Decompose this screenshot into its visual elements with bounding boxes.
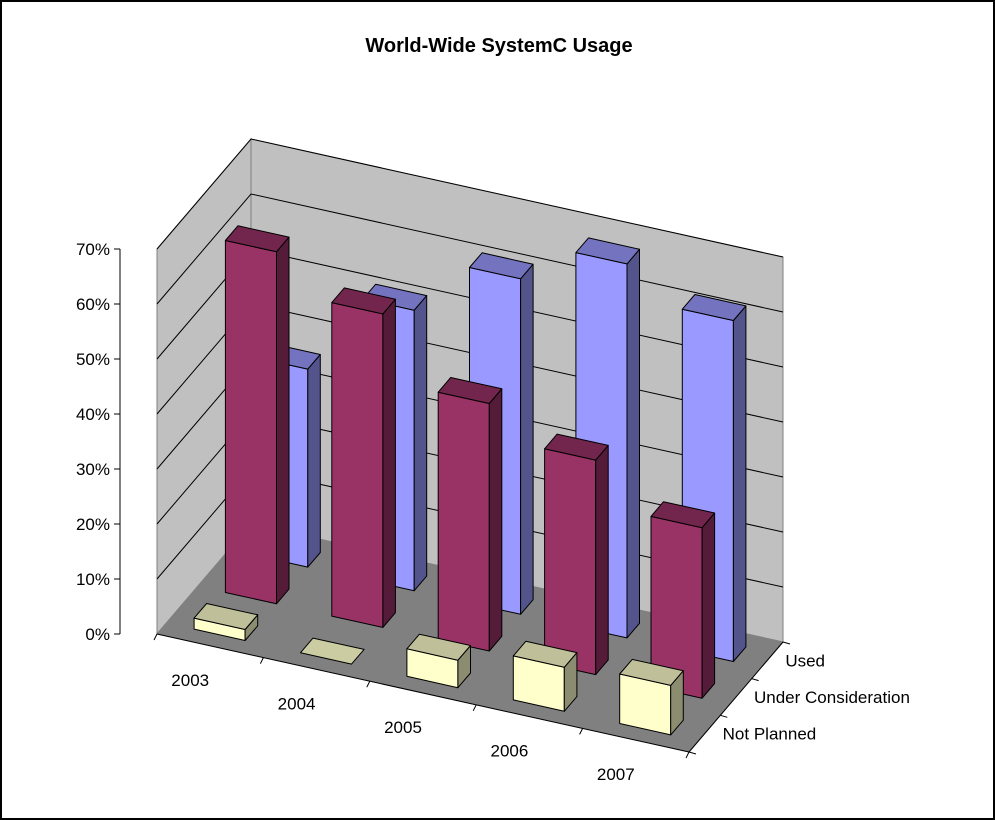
x-tick (153, 633, 158, 641)
z-tick (751, 678, 759, 682)
bar-side-face (488, 388, 503, 652)
bar (619, 658, 684, 736)
x-tick (579, 728, 584, 735)
bar-side-face (595, 444, 609, 676)
bar-side-face (413, 295, 428, 592)
x-tick-label: 2003 (171, 671, 209, 690)
bar-top-face (437, 377, 503, 404)
bar-front-face (437, 391, 490, 652)
gridline (156, 138, 784, 258)
z-tick-label: Used (785, 651, 825, 670)
x-tick-label: 2007 (597, 765, 635, 784)
bar-front-face (331, 302, 384, 628)
bar-side-face (382, 298, 396, 628)
bar-side-face (732, 305, 747, 662)
x-tick (366, 680, 371, 688)
chart-title: World-Wide SystemC Usage (365, 35, 632, 57)
bar-top-face (469, 252, 534, 280)
bar (224, 225, 290, 605)
bar-top-face (331, 287, 396, 315)
x-tick-label: 2006 (490, 742, 528, 761)
bar (437, 377, 503, 652)
bar (650, 501, 716, 699)
bar-top-face (512, 640, 578, 668)
bar (300, 637, 365, 665)
bar-top-face (224, 225, 290, 253)
bar (193, 603, 259, 641)
x-tick (472, 704, 477, 712)
x-tick-label: 2005 (384, 718, 422, 737)
bar-top-face (619, 658, 684, 686)
bar (406, 633, 471, 689)
bar-side-face (307, 354, 321, 568)
y-tick-label: 0% (85, 625, 110, 644)
bar-side-face (276, 236, 290, 605)
bar-front-face (224, 240, 277, 605)
z-tick (688, 751, 697, 755)
z-tick (782, 641, 791, 645)
y-tick-label: 20% (76, 515, 110, 534)
bar (512, 640, 578, 712)
bar-side-face (626, 248, 640, 639)
y-tick-label: 40% (76, 405, 110, 424)
bar-top-face (362, 283, 428, 311)
x-tick-label: 2004 (278, 694, 316, 713)
x-axis-line (156, 633, 690, 753)
bar-top-face (300, 637, 365, 665)
bar (544, 433, 609, 676)
bar-front-face (544, 448, 597, 676)
y-tick-label: 50% (76, 350, 110, 369)
bar-top-face (406, 633, 471, 661)
z-axis-line (688, 641, 784, 753)
y-tick-label: 70% (76, 240, 110, 259)
z-tick-label: Under Consideration (754, 688, 910, 707)
bar-side-face (701, 512, 716, 699)
z-tick (720, 714, 728, 718)
axes-layer: 0% 10% 20% 30% 40% 50% 60% 70% 2003 2004 2005 2006 2… (76, 240, 910, 784)
bars-layer (193, 225, 747, 736)
z-tick-label: Not Planned (723, 725, 817, 744)
bar (331, 287, 396, 628)
x-tick (259, 657, 264, 664)
bar-top-face (544, 433, 609, 461)
y-tick-label: 30% (76, 460, 110, 479)
x-tick (685, 751, 690, 759)
bar-top-face (681, 294, 747, 321)
y-tick-label: 10% (76, 570, 110, 589)
bar-side-face (520, 263, 534, 615)
bar-top-face (650, 501, 716, 529)
bar-top-face (193, 603, 259, 630)
y-tick-label: 60% (76, 295, 110, 314)
bar-top-face (575, 237, 640, 265)
